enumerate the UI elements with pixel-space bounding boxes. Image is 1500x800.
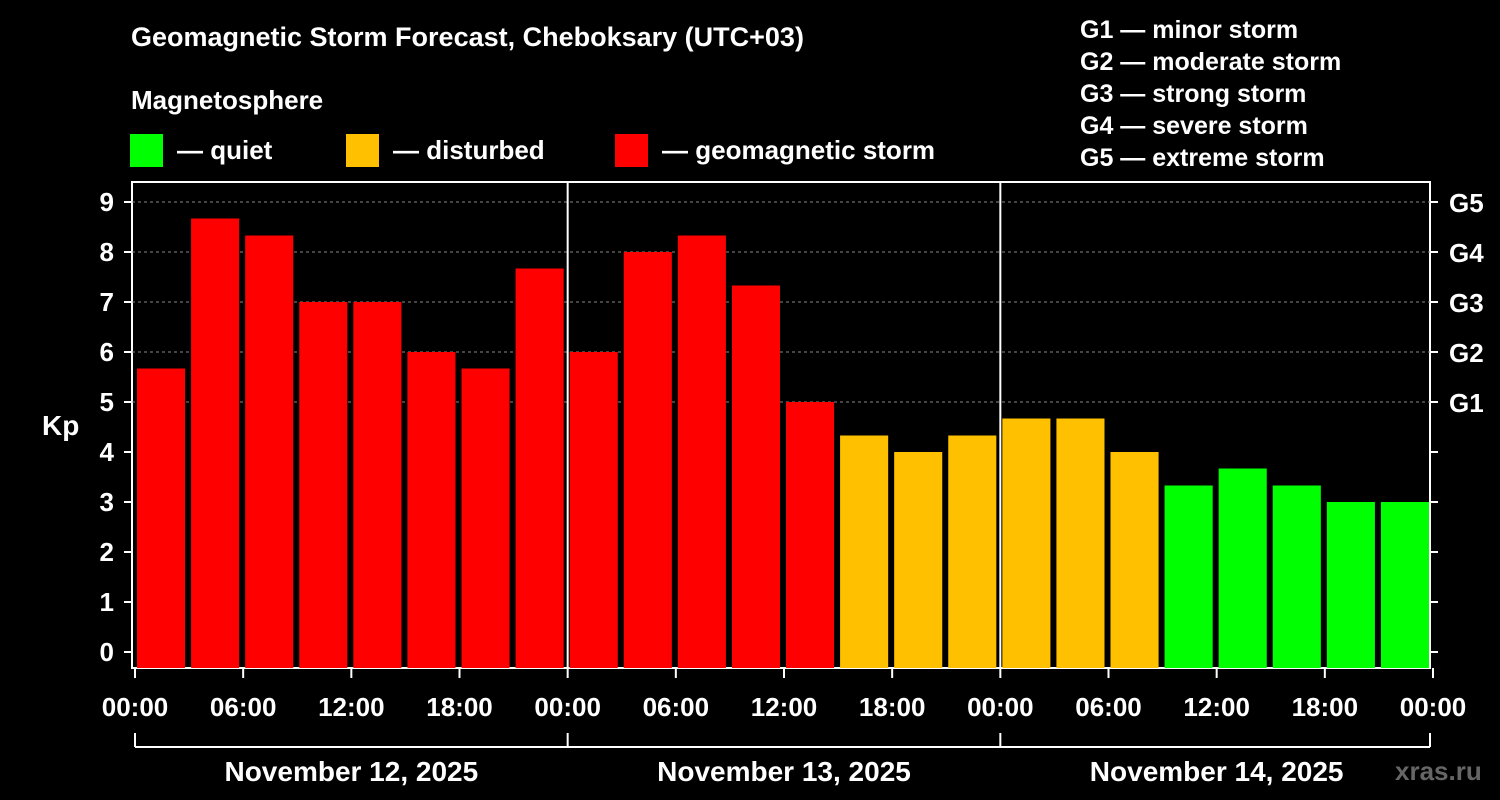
y-tick-label-7: 7: [100, 287, 114, 317]
bar-9: [569, 352, 618, 668]
chart-title: Geomagnetic Storm Forecast, Cheboksary (…: [131, 22, 804, 52]
legend-heading: Magnetosphere: [131, 85, 324, 115]
day-label-1: November 12, 2025: [224, 756, 478, 787]
bar-19: [1110, 452, 1159, 668]
right-tick-label-g4: G4: [1449, 238, 1484, 268]
bar-15: [894, 452, 943, 668]
bar-22: [1272, 485, 1321, 668]
bar-11: [677, 235, 726, 668]
bar-20: [1164, 485, 1213, 668]
legend-label-storm: — geomagnetic storm: [662, 134, 936, 165]
y-tick-label-8: 8: [100, 237, 114, 267]
x-tick-label-12: 00:00: [1400, 692, 1467, 722]
bar-18: [1056, 418, 1105, 668]
legend-swatch-storm: [615, 133, 648, 167]
bar-24: [1380, 502, 1429, 668]
x-tick-label-3: 18:00: [426, 692, 493, 722]
legend-label-quiet: — quiet: [177, 134, 273, 165]
legend-swatch-quiet: [130, 133, 163, 167]
watermark: xras.ru: [1395, 756, 1482, 786]
x-tick-label-5: 06:00: [643, 692, 710, 722]
bar-1: [137, 368, 186, 668]
g-legend-g4: G4 — severe storm: [1080, 112, 1308, 140]
x-tick-label-10: 12:00: [1183, 692, 1250, 722]
y-tick-label-1: 1: [100, 587, 114, 617]
g-legend-g2: G2 — moderate storm: [1080, 48, 1342, 76]
g-scale-legend: G1 — minor storm G2 — moderate storm G3 …: [1080, 14, 1341, 174]
x-tick-label-11: 18:00: [1292, 692, 1359, 722]
x-tick-label-0: 00:00: [102, 692, 169, 722]
bar-10: [623, 252, 672, 668]
day-label-2: November 13, 2025: [657, 756, 911, 787]
bar-17: [1002, 418, 1051, 668]
y-tick-label-0: 0: [100, 637, 114, 667]
bar-4: [299, 302, 348, 668]
x-tick-label-1: 06:00: [210, 692, 277, 722]
y-tick-label-4: 4: [100, 437, 115, 467]
bar-21: [1218, 468, 1267, 668]
g-legend-g5: G5 — extreme storm: [1080, 144, 1325, 172]
g-legend-g3: G3 — strong storm: [1080, 80, 1307, 108]
x-tick-label-2: 12:00: [318, 692, 385, 722]
legend-label-disturbed: — disturbed: [393, 134, 545, 165]
bar-16: [948, 435, 997, 668]
bar-14: [840, 435, 889, 668]
g-legend-g1: G1 — minor storm: [1080, 16, 1299, 44]
right-tick-label-g5: G5: [1449, 188, 1484, 218]
bar-23: [1326, 502, 1375, 668]
y-tick-label-6: 6: [100, 337, 114, 367]
bar-6: [407, 352, 456, 668]
bar-12: [731, 285, 780, 668]
y-axis-label: Kp: [42, 410, 80, 441]
legend-item-disturbed: — disturbed: [346, 133, 545, 167]
bar-8: [515, 268, 564, 668]
plot-frame: [131, 181, 1431, 669]
day-label-3: November 14, 2025: [1090, 756, 1344, 787]
bar-2: [191, 218, 240, 668]
legend-item-quiet: — quiet: [130, 133, 272, 167]
bar-3: [245, 235, 294, 668]
y-tick-label-9: 9: [100, 187, 114, 217]
right-tick-label-g3: G3: [1449, 288, 1484, 318]
x-tick-label-9: 06:00: [1075, 692, 1142, 722]
y-tick-label-3: 3: [100, 487, 114, 517]
x-tick-label-8: 00:00: [967, 692, 1034, 722]
bar-7: [461, 368, 510, 668]
bar-5: [353, 302, 402, 668]
x-tick-label-4: 00:00: [534, 692, 601, 722]
x-tick-label-6: 12:00: [751, 692, 818, 722]
right-tick-label-g2: G2: [1449, 338, 1484, 368]
y-tick-label-2: 2: [100, 537, 114, 567]
bar-13: [786, 402, 835, 668]
legend-item-storm: — geomagnetic storm: [615, 133, 935, 167]
x-tick-label-7: 18:00: [859, 692, 926, 722]
right-tick-label-g1: G1: [1449, 388, 1484, 418]
y-tick-label-5: 5: [100, 387, 114, 417]
legend-swatch-disturbed: [346, 133, 379, 167]
